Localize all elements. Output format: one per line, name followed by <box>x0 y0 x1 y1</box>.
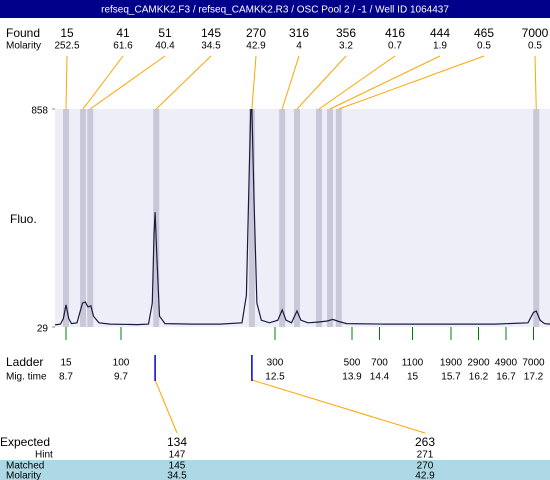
matched-molarity: 34.5 <box>167 471 187 480</box>
matched-size: 145 <box>169 461 186 472</box>
found-size: 270 <box>246 26 266 40</box>
ladder-time: 13.9 <box>342 372 362 383</box>
hint-size: 271 <box>417 450 434 461</box>
ladder-size: 2900 <box>467 358 490 369</box>
matched-label: Matched <box>6 461 44 472</box>
found-peak-connector <box>296 55 347 110</box>
found-peak-band <box>316 109 322 327</box>
ladder-time: 16.2 <box>469 372 489 383</box>
ladder-size: 4900 <box>495 358 518 369</box>
trace-clip <box>55 109 550 326</box>
header-bar <box>0 0 550 18</box>
found-molarity: 1.9 <box>433 41 447 52</box>
found-peak-band <box>533 109 540 327</box>
found-molarity: 34.5 <box>201 41 221 52</box>
found-peak-band <box>80 109 87 327</box>
found-peak-connector <box>155 55 212 110</box>
ladder-time: 15 <box>407 372 419 383</box>
found-size: 444 <box>430 26 450 40</box>
ladder-size: 100 <box>113 358 130 369</box>
ladder-size: 1100 <box>402 358 424 369</box>
found-size: 15 <box>60 26 74 40</box>
ladder-size: 700 <box>371 358 388 369</box>
header-title: refseq_CAMKK2.F3 / refseq_CAMKK2.R3 / OS… <box>101 5 449 16</box>
found-size: 145 <box>201 26 221 40</box>
found-peak-band <box>279 109 286 327</box>
matched-molarity: 42.9 <box>415 471 435 480</box>
found-molarity: 252.5 <box>54 41 79 52</box>
found-label: Found <box>6 26 40 40</box>
found-molarity: 40.4 <box>155 41 175 52</box>
trace <box>55 109 550 326</box>
y-tick-label: 29 <box>37 324 49 335</box>
found-size: 41 <box>116 26 130 40</box>
expected-molarity-label: Molarity <box>6 471 41 480</box>
found-peak-band <box>327 109 333 327</box>
ladder-size: 300 <box>267 358 284 369</box>
expected-label: Expected <box>0 435 50 449</box>
hint-size: 147 <box>169 450 186 461</box>
found-molarity: 0.5 <box>477 41 491 52</box>
y-axis-label: Fluo. <box>10 212 37 226</box>
found-peak-connector <box>89 55 166 110</box>
ladder-time: 15.7 <box>441 372 461 383</box>
found-peak-connector <box>338 55 485 110</box>
found-molarity: 0.5 <box>528 41 542 52</box>
expected-size: 263 <box>415 435 435 449</box>
ladder-time: 9.7 <box>114 372 128 383</box>
found-molarity: 61.6 <box>113 41 133 52</box>
ladder-time: 14.4 <box>370 372 390 383</box>
found-peak-band <box>248 109 255 327</box>
found-size: 316 <box>289 26 309 40</box>
matched-size: 270 <box>417 461 434 472</box>
plot-area <box>55 109 550 327</box>
found-size: 465 <box>474 26 494 40</box>
ladder-time: 12.5 <box>265 372 285 383</box>
found-molarity: 42.9 <box>246 41 266 52</box>
found-molarity: 3.2 <box>339 41 353 52</box>
ladder-time: 16.7 <box>496 372 516 383</box>
ladder-time: 17.2 <box>524 372 544 383</box>
mig-time-label: Mig. time <box>6 372 47 383</box>
found-peak-band <box>294 109 300 327</box>
found-peak-connector <box>534 55 537 110</box>
found-peak-band <box>63 109 69 327</box>
found-peak-connector <box>82 55 124 110</box>
ladder-size: 1900 <box>440 358 463 369</box>
ladder-label: Ladder <box>6 355 43 369</box>
found-peak-connector <box>65 55 68 110</box>
expected-size: 134 <box>167 435 187 449</box>
hint-label: Hint <box>35 450 53 461</box>
found-peak-connector <box>281 55 300 110</box>
ladder-size: 15 <box>60 358 72 369</box>
found-size: 416 <box>385 26 405 40</box>
found-peak-connector <box>318 55 396 110</box>
found-molarity: 4 <box>296 41 302 52</box>
expected-connector <box>251 379 426 434</box>
found-peak-connector <box>251 55 257 110</box>
found-peak-band <box>335 109 342 327</box>
y-tick-label: 858 <box>31 106 48 117</box>
found-size: 51 <box>158 26 172 40</box>
ladder-size: 500 <box>344 358 361 369</box>
found-size: 7000 <box>522 26 549 40</box>
found-peak-band <box>87 109 94 327</box>
molarity-label: Molarity <box>6 41 41 52</box>
ladder-size: 7000 <box>522 358 545 369</box>
found-peak-connector <box>329 55 441 110</box>
found-size: 356 <box>336 26 356 40</box>
found-peak-band <box>153 109 160 327</box>
found-molarity: 0.7 <box>388 41 402 52</box>
expected-connector <box>154 379 178 434</box>
matched-band <box>0 460 550 480</box>
ladder-time: 8.7 <box>59 372 73 383</box>
